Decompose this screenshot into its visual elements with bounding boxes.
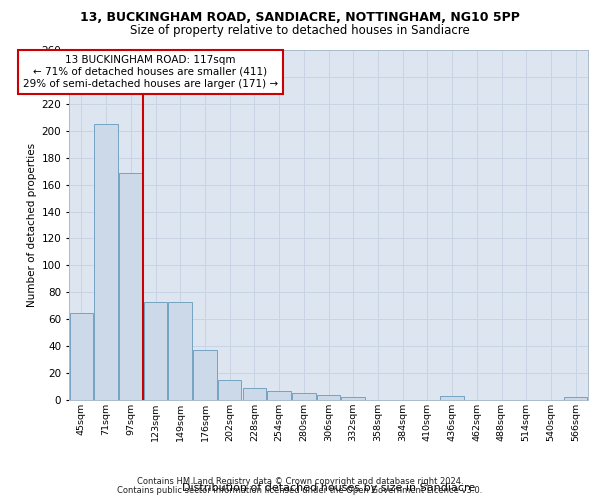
Bar xyxy=(94,124,118,400)
Y-axis label: Number of detached properties: Number of detached properties xyxy=(28,143,37,307)
Bar xyxy=(292,394,316,400)
Bar xyxy=(144,302,167,400)
Bar xyxy=(218,380,241,400)
Bar xyxy=(70,312,93,400)
Text: Contains public sector information licensed under the Open Government Licence v3: Contains public sector information licen… xyxy=(118,486,482,495)
Bar xyxy=(564,398,587,400)
Text: 13, BUCKINGHAM ROAD, SANDIACRE, NOTTINGHAM, NG10 5PP: 13, BUCKINGHAM ROAD, SANDIACRE, NOTTINGH… xyxy=(80,11,520,24)
X-axis label: Distribution of detached houses by size in Sandiacre: Distribution of detached houses by size … xyxy=(182,483,475,493)
Text: Contains HM Land Registry data © Crown copyright and database right 2024.: Contains HM Land Registry data © Crown c… xyxy=(137,477,463,486)
Bar xyxy=(169,302,192,400)
Text: 13 BUCKINGHAM ROAD: 117sqm
← 71% of detached houses are smaller (411)
29% of sem: 13 BUCKINGHAM ROAD: 117sqm ← 71% of deta… xyxy=(23,56,278,88)
Bar xyxy=(268,390,291,400)
Bar xyxy=(440,396,464,400)
Bar xyxy=(193,350,217,400)
Bar xyxy=(317,394,340,400)
Bar xyxy=(341,398,365,400)
Bar xyxy=(119,172,143,400)
Text: Size of property relative to detached houses in Sandiacre: Size of property relative to detached ho… xyxy=(130,24,470,37)
Bar xyxy=(242,388,266,400)
